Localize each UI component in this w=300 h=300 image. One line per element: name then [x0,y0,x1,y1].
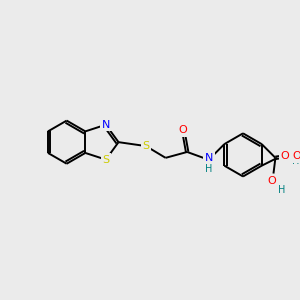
Text: H: H [278,185,285,195]
Text: O: O [267,176,276,186]
Text: O: O [292,151,300,161]
Text: N: N [205,153,213,163]
Text: O: O [281,151,290,161]
Text: H: H [205,164,212,174]
Text: O: O [179,125,188,135]
Text: S: S [142,141,149,151]
Text: S: S [102,154,110,165]
Text: N: N [102,120,110,130]
Text: H: H [292,156,300,166]
